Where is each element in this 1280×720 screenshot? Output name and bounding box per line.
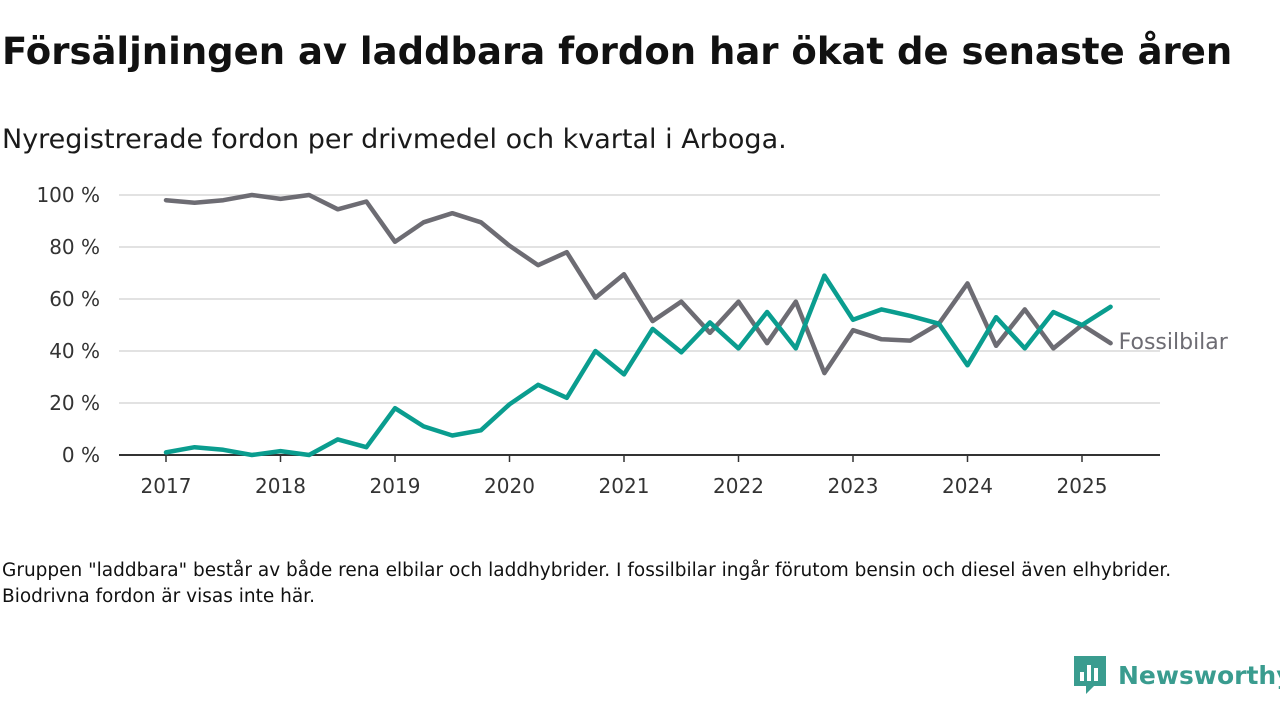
series-line-laddbara xyxy=(163,273,1113,458)
x-tick-label: 2018 xyxy=(255,474,306,498)
y-tick-label: 80 % xyxy=(49,235,100,259)
series-lines xyxy=(163,192,1113,458)
y-tick-label: 100 % xyxy=(36,183,100,207)
y-tick-label: 20 % xyxy=(49,391,100,415)
newsworthy-logo-icon xyxy=(1074,656,1106,694)
chart-title: Försäljningen av laddbara fordon har öka… xyxy=(2,30,1233,73)
x-tick-label: 2021 xyxy=(599,474,650,498)
x-tick-label: 2023 xyxy=(828,474,879,498)
brand-logo[interactable]: Newsworthy xyxy=(1072,654,1280,696)
y-tick-label: 60 % xyxy=(49,287,100,311)
x-tick-label: 2017 xyxy=(141,474,192,498)
chart-subtitle: Nyregistrerade fordon per drivmedel och … xyxy=(2,124,787,155)
series-line-fossilbilar xyxy=(163,192,1113,376)
series-label-fossilbilar: Fossilbilar xyxy=(1119,330,1229,355)
series-labels: Fossilbilar xyxy=(1119,330,1229,355)
y-axis: 0 % 20 % 40 % 60 % 80 % 100 % xyxy=(36,183,100,467)
x-tick-label: 2019 xyxy=(370,474,421,498)
y-tick-label: 40 % xyxy=(49,339,100,363)
y-tick-label: 0 % xyxy=(62,443,100,467)
x-axis: 2017 2018 2019 2020 2021 2022 2023 2024 2025 xyxy=(119,454,1160,498)
footnote: Gruppen "laddbara" består av både rena e… xyxy=(2,560,1172,607)
brand-name: Newsworthy xyxy=(1118,660,1280,690)
x-tick-label: 2020 xyxy=(484,474,535,498)
x-tick-label: 2024 xyxy=(942,474,993,498)
x-tick-label: 2025 xyxy=(1057,474,1108,498)
x-tick-label: 2022 xyxy=(713,474,764,498)
line-chart: 0 % 20 % 40 % 60 % 80 % 100 % 2017 2018 2019 202… xyxy=(36,183,1229,498)
